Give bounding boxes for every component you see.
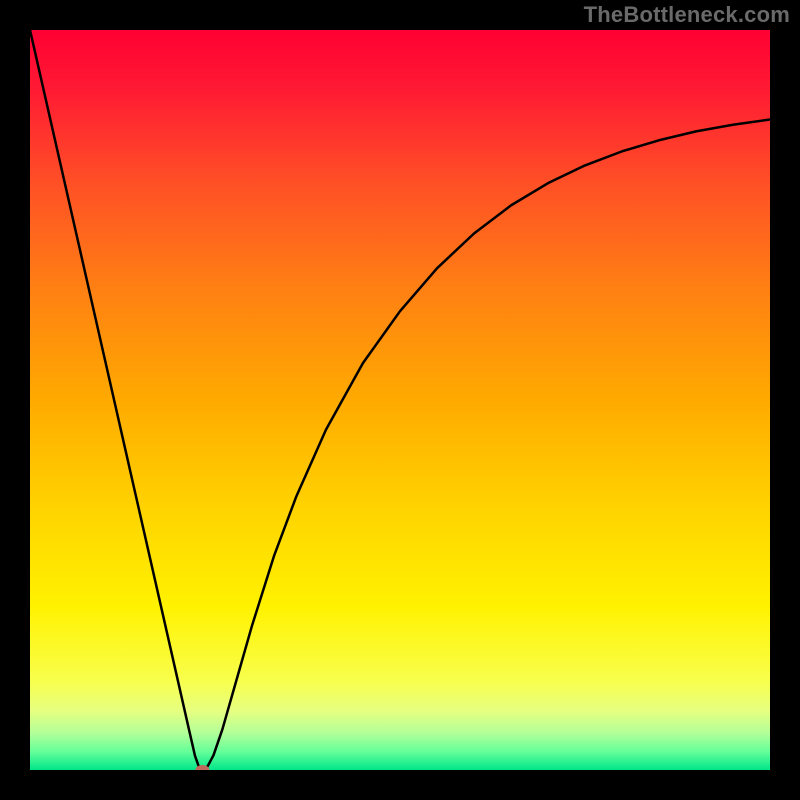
chart-svg: [30, 30, 770, 770]
chart-plot-area: [30, 30, 770, 770]
watermark-text: TheBottleneck.com: [584, 2, 790, 28]
